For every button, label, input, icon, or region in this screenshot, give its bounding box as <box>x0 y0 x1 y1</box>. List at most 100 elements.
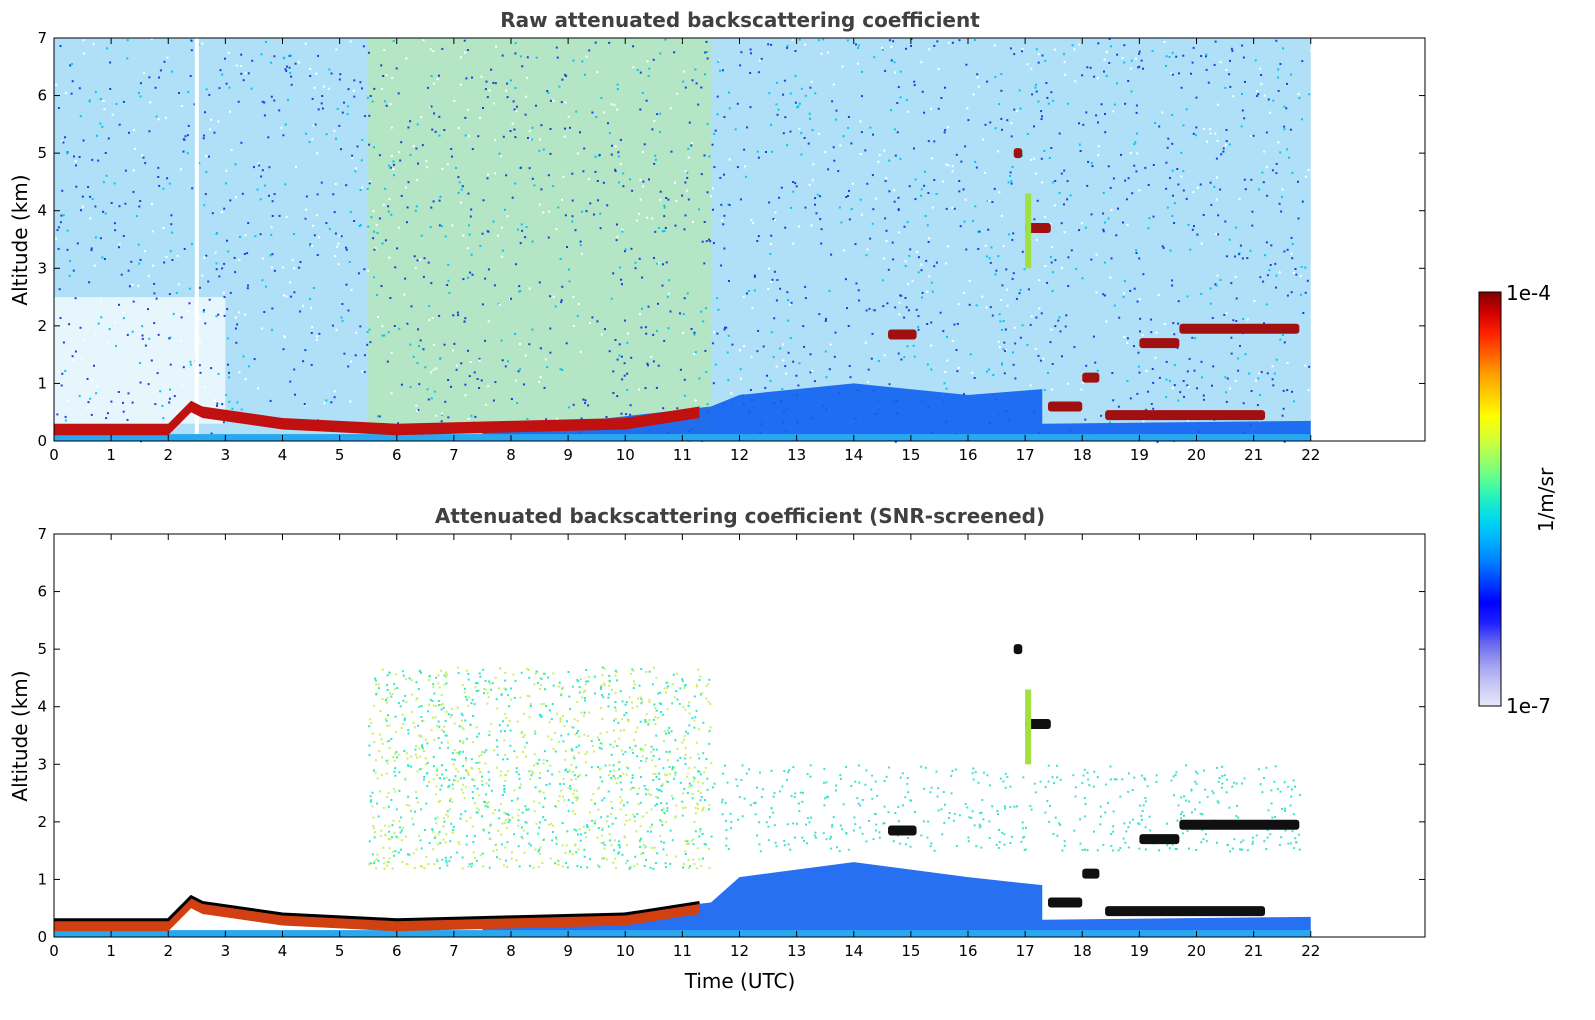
noise-speck <box>958 814 961 817</box>
noise-speck <box>1171 113 1174 116</box>
noise-speck <box>1050 147 1053 149</box>
noise-speck <box>507 818 510 821</box>
noise-speck <box>1229 850 1232 853</box>
noise-speck <box>994 273 997 276</box>
noise-speck <box>930 281 933 284</box>
noise-speck <box>830 835 832 838</box>
noise-speck <box>504 819 507 822</box>
noise-speck <box>468 233 471 236</box>
noise-speck <box>576 315 579 318</box>
noise-speck <box>494 139 496 142</box>
noise-speck <box>210 118 213 121</box>
noise-speck <box>686 791 689 794</box>
noise-speck <box>215 315 218 318</box>
noise-speck <box>766 374 768 377</box>
noise-speck <box>333 390 336 393</box>
noise-speck <box>1286 82 1288 85</box>
noise-speck <box>684 754 687 756</box>
noise-speck <box>444 734 447 737</box>
noise-speck <box>688 782 691 785</box>
noise-speck <box>1163 440 1166 443</box>
noise-speck <box>515 859 518 862</box>
noise-speck <box>109 61 112 64</box>
noise-speck <box>638 212 641 215</box>
noise-speck <box>1235 320 1238 322</box>
noise-speck <box>317 54 320 57</box>
noise-speck <box>345 246 347 249</box>
noise-speck <box>858 299 861 302</box>
noise-speck <box>238 259 241 261</box>
noise-speck <box>931 206 934 209</box>
bottom-x-tick-label: 10 <box>616 942 635 960</box>
noise-speck <box>598 154 601 156</box>
noise-speck <box>1003 372 1006 375</box>
noise-speck <box>524 113 527 116</box>
noise-speck <box>914 178 917 181</box>
noise-speck <box>1133 287 1136 290</box>
noise-speck <box>621 799 624 802</box>
noise-speck <box>1243 178 1246 181</box>
noise-speck <box>90 413 93 416</box>
noise-speck <box>461 750 464 753</box>
noise-speck <box>658 226 661 229</box>
noise-speck <box>393 770 396 773</box>
noise-speck <box>602 682 605 685</box>
noise-speck <box>589 858 591 861</box>
noise-speck <box>682 706 685 709</box>
noise-speck <box>606 204 609 207</box>
noise-speck <box>1238 197 1241 200</box>
noise-speck <box>533 683 536 686</box>
noise-speck <box>415 797 418 800</box>
noise-speck <box>153 282 156 285</box>
noise-speck <box>865 769 868 772</box>
noise-speck <box>208 298 211 301</box>
noise-speck <box>551 839 554 842</box>
noise-speck <box>500 730 502 733</box>
noise-speck <box>261 169 264 172</box>
noise-speck <box>584 73 586 76</box>
noise-speck <box>435 414 438 417</box>
noise-speck <box>874 780 877 783</box>
noise-speck <box>708 155 711 158</box>
noise-speck <box>239 65 242 67</box>
noise-speck <box>586 751 589 754</box>
noise-speck <box>619 801 622 804</box>
noise-speck <box>618 343 621 346</box>
noise-speck <box>905 306 908 309</box>
noise-speck <box>1265 166 1268 169</box>
noise-speck <box>545 784 548 786</box>
noise-speck <box>809 353 812 356</box>
noise-speck <box>614 168 617 171</box>
noise-speck <box>100 299 103 302</box>
noise-speck <box>1123 280 1126 283</box>
noise-speck <box>817 132 820 135</box>
noise-speck <box>247 222 250 224</box>
noise-speck <box>906 782 909 785</box>
noise-speck <box>656 262 659 265</box>
noise-speck <box>337 242 340 245</box>
noise-speck <box>998 191 1001 194</box>
noise-speck <box>189 363 192 366</box>
noise-speck <box>433 739 436 742</box>
noise-speck <box>857 289 860 292</box>
noise-speck <box>847 195 849 197</box>
noise-speck <box>1165 55 1168 58</box>
noise-speck <box>721 219 724 222</box>
noise-speck <box>631 786 634 789</box>
noise-speck <box>496 745 499 748</box>
noise-speck <box>1064 73 1067 76</box>
noise-speck <box>957 303 960 306</box>
noise-speck <box>674 224 677 227</box>
noise-speck <box>488 89 491 92</box>
noise-speck <box>607 693 610 696</box>
noise-speck <box>819 218 822 221</box>
noise-speck <box>476 682 479 685</box>
noise-speck <box>808 821 811 824</box>
noise-speck <box>126 39 129 42</box>
noise-speck <box>318 236 320 239</box>
noise-speck <box>474 686 477 689</box>
noise-speck <box>439 799 442 802</box>
noise-speck <box>679 312 681 315</box>
noise-speck <box>554 732 557 735</box>
noise-speck <box>634 267 637 270</box>
